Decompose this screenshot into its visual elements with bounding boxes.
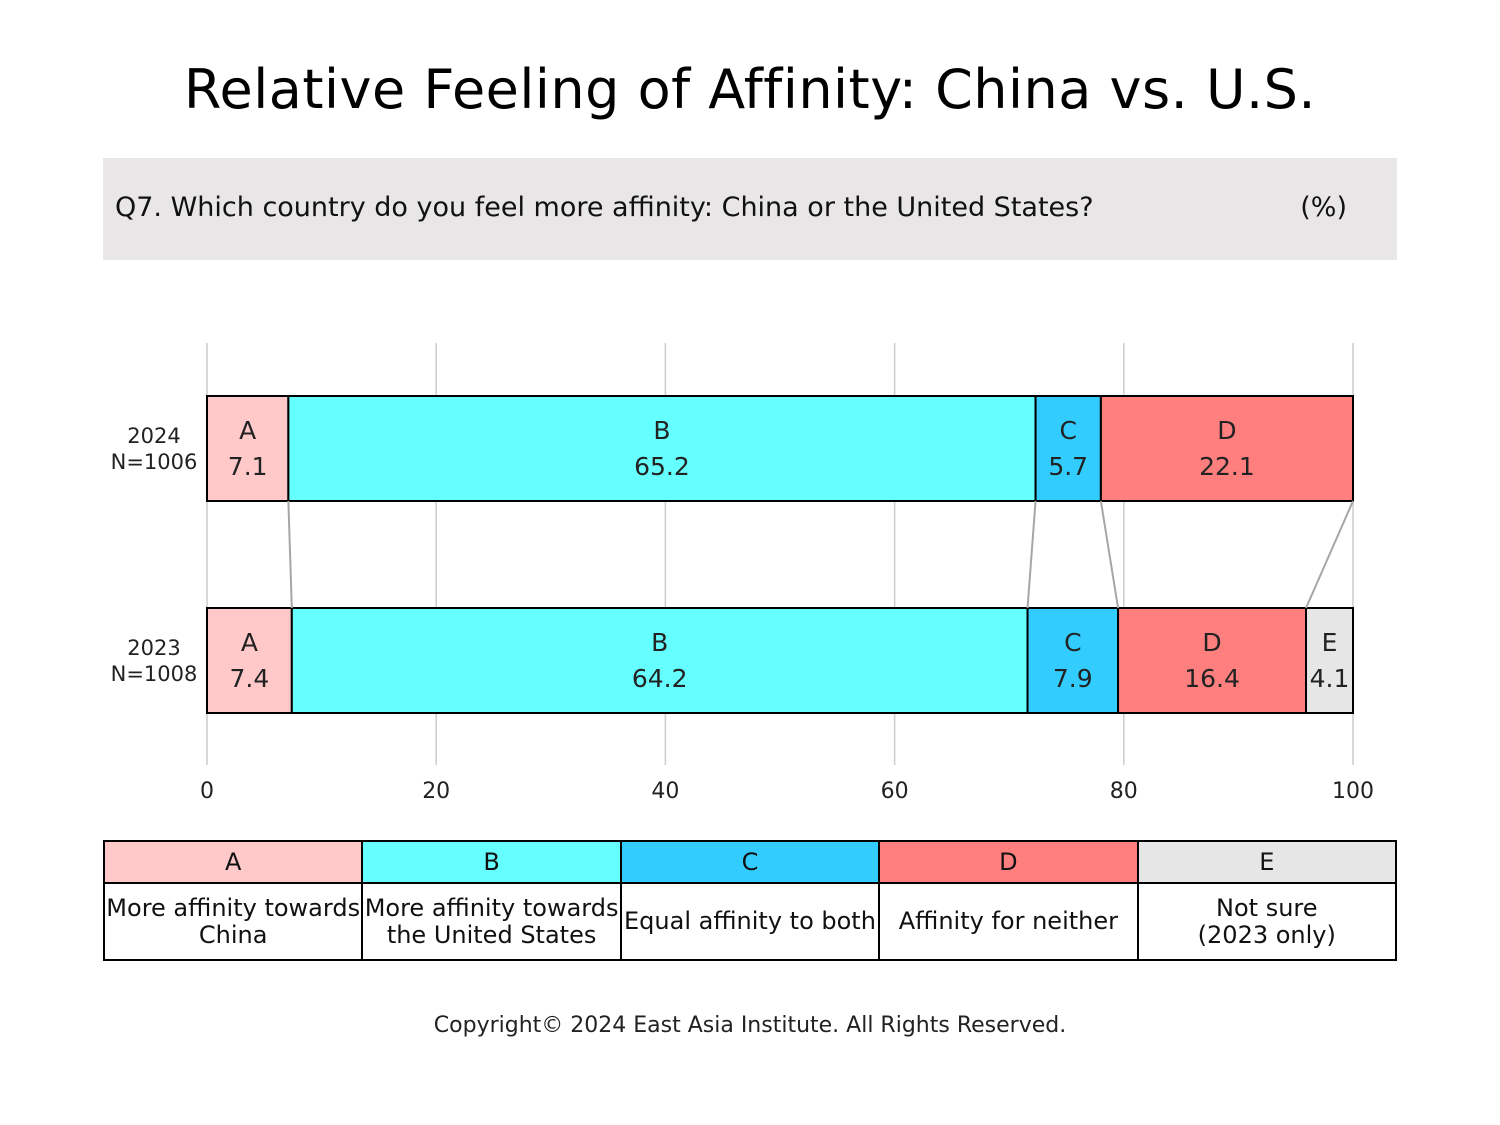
bar-segment xyxy=(206,395,290,502)
data-label: 7.1 xyxy=(228,452,268,481)
connector-line xyxy=(1305,500,1354,609)
data-label: 64.2 xyxy=(632,664,688,693)
segment-key-label: B xyxy=(653,416,670,445)
legend-key-a: A xyxy=(102,840,364,884)
legend-desc-c-line1: Equal affinity to both xyxy=(624,907,876,935)
segment-key-label: D xyxy=(1202,628,1221,657)
data-label: 22.1 xyxy=(1199,452,1255,481)
bar-segment xyxy=(1026,607,1120,714)
row-n-label: N=1008 xyxy=(111,662,198,686)
connector-line xyxy=(1099,500,1120,609)
legend-desc-e-line2: (2023 only) xyxy=(1197,920,1336,949)
x-tick-label: 80 xyxy=(1110,779,1138,804)
bar-segment xyxy=(1034,395,1102,502)
unit-label: (%) xyxy=(1300,192,1347,223)
segment-key-label: C xyxy=(1064,628,1081,657)
x-tick-label: 0 xyxy=(200,779,214,804)
bar-segment xyxy=(206,607,293,714)
segment-key-label: A xyxy=(241,628,258,657)
bar-segment xyxy=(1099,395,1354,502)
segment-key-label: D xyxy=(1217,416,1236,445)
legend-desc-d-line1: Affinity for neither xyxy=(898,907,1118,935)
bar-segment xyxy=(290,607,1029,714)
legend-desc-a: More affinity towards China xyxy=(102,882,364,961)
copyright-text: Copyright© 2024 East Asia Institute. All… xyxy=(433,1013,1067,1038)
question-text: Q7. Which country do you feel more affin… xyxy=(115,192,1094,223)
question-banner: Q7. Which country do you feel more affin… xyxy=(103,158,1397,260)
page-title: Relative Feeling of Affinity: China vs. … xyxy=(183,58,1317,121)
bar-segment xyxy=(287,395,1037,502)
legend-desc-e: Not sure (2023 only) xyxy=(1136,882,1398,961)
data-label: 7.9 xyxy=(1053,664,1093,693)
bar-segment xyxy=(1117,607,1308,714)
segment-key-label: A xyxy=(239,416,256,445)
row-n-label: N=1006 xyxy=(111,450,198,474)
data-label: 65.2 xyxy=(634,452,690,481)
stacked-bar-chart: 0 20 40 60 80 100 A 7.1 B 65.2 C 5.7 D 22.1 2024N=1006… xyxy=(111,343,1374,804)
x-tick-label: 20 xyxy=(422,779,450,804)
data-label: 7.4 xyxy=(230,664,270,693)
connector-line xyxy=(287,500,293,609)
legend-key-c: C xyxy=(619,840,881,884)
legend-desc-a-line1: More affinity towards xyxy=(106,893,361,922)
segment-key-label: C xyxy=(1059,416,1076,445)
legend-desc-c: Equal affinity to both xyxy=(619,882,881,961)
legend-desc-b-line1: More affinity towards xyxy=(364,893,619,922)
data-label: 16.4 xyxy=(1184,664,1240,693)
legend-key-d: D xyxy=(878,840,1139,884)
data-label: 4.1 xyxy=(1310,664,1350,693)
legend-key-e: E xyxy=(1136,840,1398,884)
row-year-label: 2023 xyxy=(127,636,180,660)
segment-key-label: E xyxy=(1322,628,1338,657)
segment-key-label: B xyxy=(651,628,668,657)
x-tick-label: 60 xyxy=(881,779,909,804)
x-tick-label: 100 xyxy=(1332,779,1374,804)
row-year-label: 2024 xyxy=(127,424,180,448)
x-tick-label: 40 xyxy=(651,779,679,804)
legend-desc-b: More affinity towards the United States xyxy=(361,882,622,961)
legend-desc-d: Affinity for neither xyxy=(878,882,1139,961)
legend-desc-b-line2: the United States xyxy=(386,920,597,949)
legend-key-b: B xyxy=(361,840,622,884)
connector-line xyxy=(1026,500,1037,609)
legend-desc-a-line2: China xyxy=(198,920,268,949)
legend-desc-e-line1: Not sure xyxy=(1216,893,1318,922)
data-label: 5.7 xyxy=(1048,452,1088,481)
bar-segment xyxy=(1305,607,1355,714)
legend-table: A B C D E More affinity towards China Mor… xyxy=(102,840,1398,961)
